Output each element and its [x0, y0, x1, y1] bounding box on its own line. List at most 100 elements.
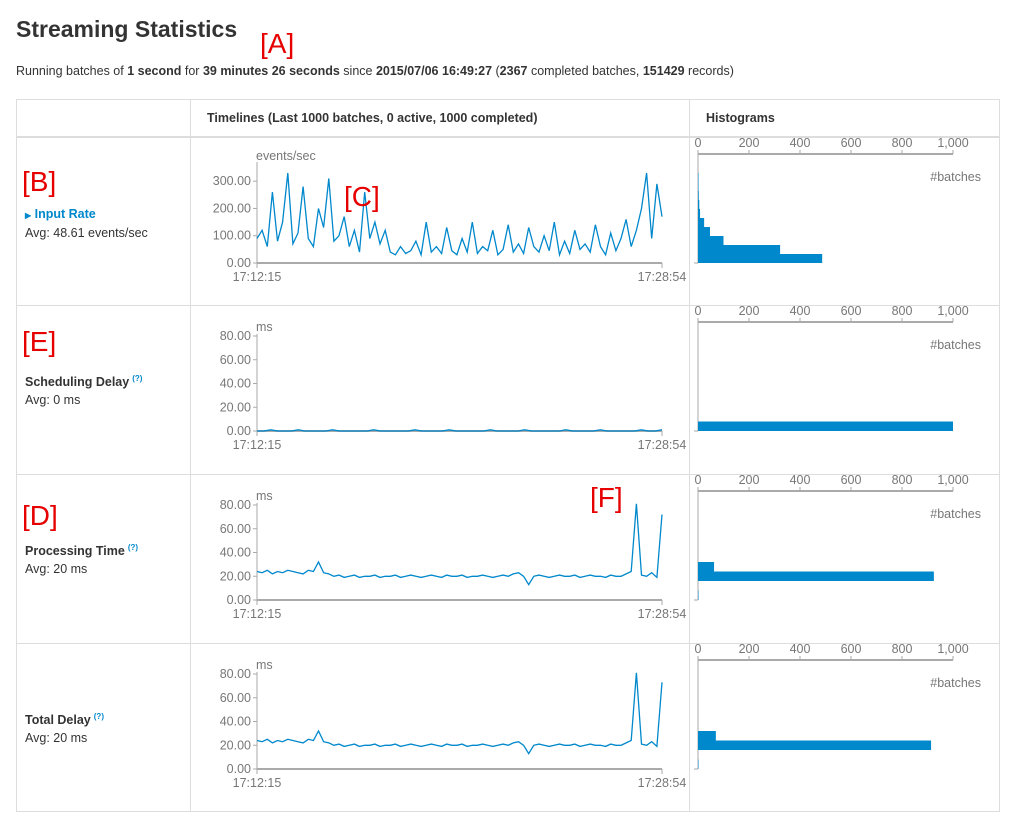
histogram-x-tick-label: 800: [892, 136, 913, 150]
summary-text: records): [684, 64, 734, 78]
histogram-bar: [698, 740, 932, 750]
scheduling-delay-charts: ms 0.00 20.00 40.00 60.00 80.00 17:12:15 17:28:…: [220, 304, 981, 452]
histogram-x-tick-label: 1,000: [937, 304, 968, 318]
histogram-x-tick-label: 0: [695, 473, 702, 487]
y-tick-label: 300.00: [213, 174, 251, 188]
y-tick-label: 0.00: [227, 762, 251, 776]
histogram-bar: [698, 227, 710, 236]
total-delay-charts: ms 0.00 20.00 40.00 60.00 80.00 17:12:15 17:28:…: [220, 642, 981, 790]
timeline-series: [256, 503, 663, 586]
histogram-x-tick-label: 1,000: [937, 136, 968, 150]
page-title: Streaming Statistics: [16, 16, 238, 42]
annotation-b: [B]: [22, 166, 57, 197]
y-tick-label: 40.00: [220, 546, 251, 560]
y-tick-label: 60.00: [220, 691, 251, 705]
start-time: 2015/07/06 16:49:27: [375, 64, 493, 78]
histogram-x-label: #batches: [930, 507, 981, 521]
x-tick-label: 17:12:15: [233, 438, 282, 452]
timeline-series: [257, 429, 663, 432]
histogram-x-tick-label: 600: [841, 136, 862, 150]
histogram-x-tick-label: 400: [790, 136, 811, 150]
y-tick-label: 60.00: [220, 522, 251, 536]
histogram-x-tick-label: 200: [739, 136, 760, 150]
annotation-f: [F]: [590, 482, 623, 513]
histogram-x-tick-label: 0: [695, 136, 702, 150]
histogram-bar: [698, 571, 934, 581]
y-tick-label: 80.00: [220, 329, 251, 343]
y-tick-label: 60.00: [220, 353, 251, 367]
histogram-x-tick-label: 800: [892, 642, 913, 656]
annotation-e: [E]: [22, 326, 57, 357]
histogram-bar: [698, 191, 699, 200]
help-icon[interactable]: (?): [132, 374, 143, 383]
histograms-header: Histograms: [698, 100, 775, 137]
statistics-table: Timelines (Last 1000 batches, 0 active, …: [16, 99, 1000, 812]
histogram-bar: [698, 236, 724, 245]
streaming-summary: Running batches of 1 second for 39 minut…: [16, 64, 734, 78]
histogram-x-tick-label: 400: [790, 304, 811, 318]
y-unit-label: events/sec: [256, 149, 316, 163]
record-count: 151429: [642, 64, 685, 78]
x-tick-label: 17:28:54: [638, 607, 687, 621]
y-unit-label: ms: [256, 658, 273, 672]
histogram-bar: [698, 421, 953, 431]
y-unit-label: ms: [256, 489, 273, 503]
annotation-d: [D]: [22, 500, 58, 531]
y-tick-label: 0.00: [227, 593, 251, 607]
y-tick-label: 0.00: [227, 424, 251, 438]
y-tick-label: 100.00: [213, 229, 251, 243]
y-tick-label: 0.00: [227, 256, 251, 270]
histogram-x-tick-label: 1,000: [937, 642, 968, 656]
input-rate-toggle[interactable]: ▶ Input Rate: [25, 207, 96, 221]
histogram-bar: [698, 590, 699, 600]
histogram-bar: [698, 218, 705, 227]
y-tick-label: 80.00: [220, 498, 251, 512]
y-tick-label: 40.00: [220, 377, 251, 391]
summary-text: since: [339, 64, 376, 78]
summary-text: Running batches of: [16, 64, 128, 78]
histogram-x-tick-label: 1,000: [937, 473, 968, 487]
uptime: 39 minutes 26 seconds: [202, 64, 340, 78]
x-tick-label: 17:28:54: [638, 270, 687, 284]
x-tick-label: 17:12:15: [233, 607, 282, 621]
histogram-bar: [698, 200, 700, 209]
input-rate-charts: events/sec 0.00 100.00 200.00 300.00 17:12:15…: [213, 136, 981, 284]
column-divider: [190, 100, 191, 811]
summary-text: completed batches,: [527, 64, 643, 78]
timeline-series: [256, 172, 663, 258]
row-label: Input Rate: [34, 207, 96, 221]
summary-text: (: [492, 64, 500, 78]
timeline-series: [256, 672, 663, 755]
column-divider: [689, 100, 690, 811]
row-label: Processing Time: [25, 544, 125, 559]
row-avg: Avg: 20 ms: [25, 562, 88, 576]
caret-right-icon: ▶: [25, 211, 32, 220]
processing-time-row: Processing Time (?) Avg: 20 ms ms 0.00 20.0…: [17, 473, 999, 644]
y-tick-label: 80.00: [220, 667, 251, 681]
summary-text: for: [181, 64, 203, 78]
y-tick-label: 20.00: [220, 569, 251, 583]
x-tick-label: 17:12:15: [233, 776, 282, 790]
histogram-x-tick-label: 400: [790, 473, 811, 487]
histogram-x-label: #batches: [930, 676, 981, 690]
histogram-bar: [698, 173, 699, 182]
row-label: Total Delay: [25, 713, 91, 728]
row-label-wrap: Total Delay (?): [25, 712, 104, 727]
y-tick-label: 200.00: [213, 201, 251, 215]
row-avg: Avg: 0 ms: [25, 393, 81, 407]
histogram-x-label: #batches: [930, 338, 981, 352]
histogram-x-tick-label: 0: [695, 642, 702, 656]
help-icon[interactable]: (?): [93, 712, 104, 721]
completed-batches: 2367: [499, 64, 528, 78]
input-rate-row: ▶ Input Rate Avg: 48.61 events/sec event…: [17, 136, 999, 306]
histogram-x-tick-label: 800: [892, 304, 913, 318]
histogram-x-label: #batches: [930, 170, 981, 184]
scheduling-delay-row: Scheduling Delay (?) Avg: 0 ms ms 0.00 20.0…: [17, 304, 999, 475]
x-tick-label: 17:28:54: [638, 776, 687, 790]
x-tick-label: 17:12:15: [233, 270, 282, 284]
x-tick-label: 17:28:54: [638, 438, 687, 452]
processing-time-charts: ms 0.00 20.00 40.00 60.00 80.00 17:12:15 17:28:…: [220, 473, 981, 621]
y-tick-label: 40.00: [220, 715, 251, 729]
help-icon[interactable]: (?): [127, 543, 139, 552]
row-label: Scheduling Delay: [25, 375, 130, 390]
